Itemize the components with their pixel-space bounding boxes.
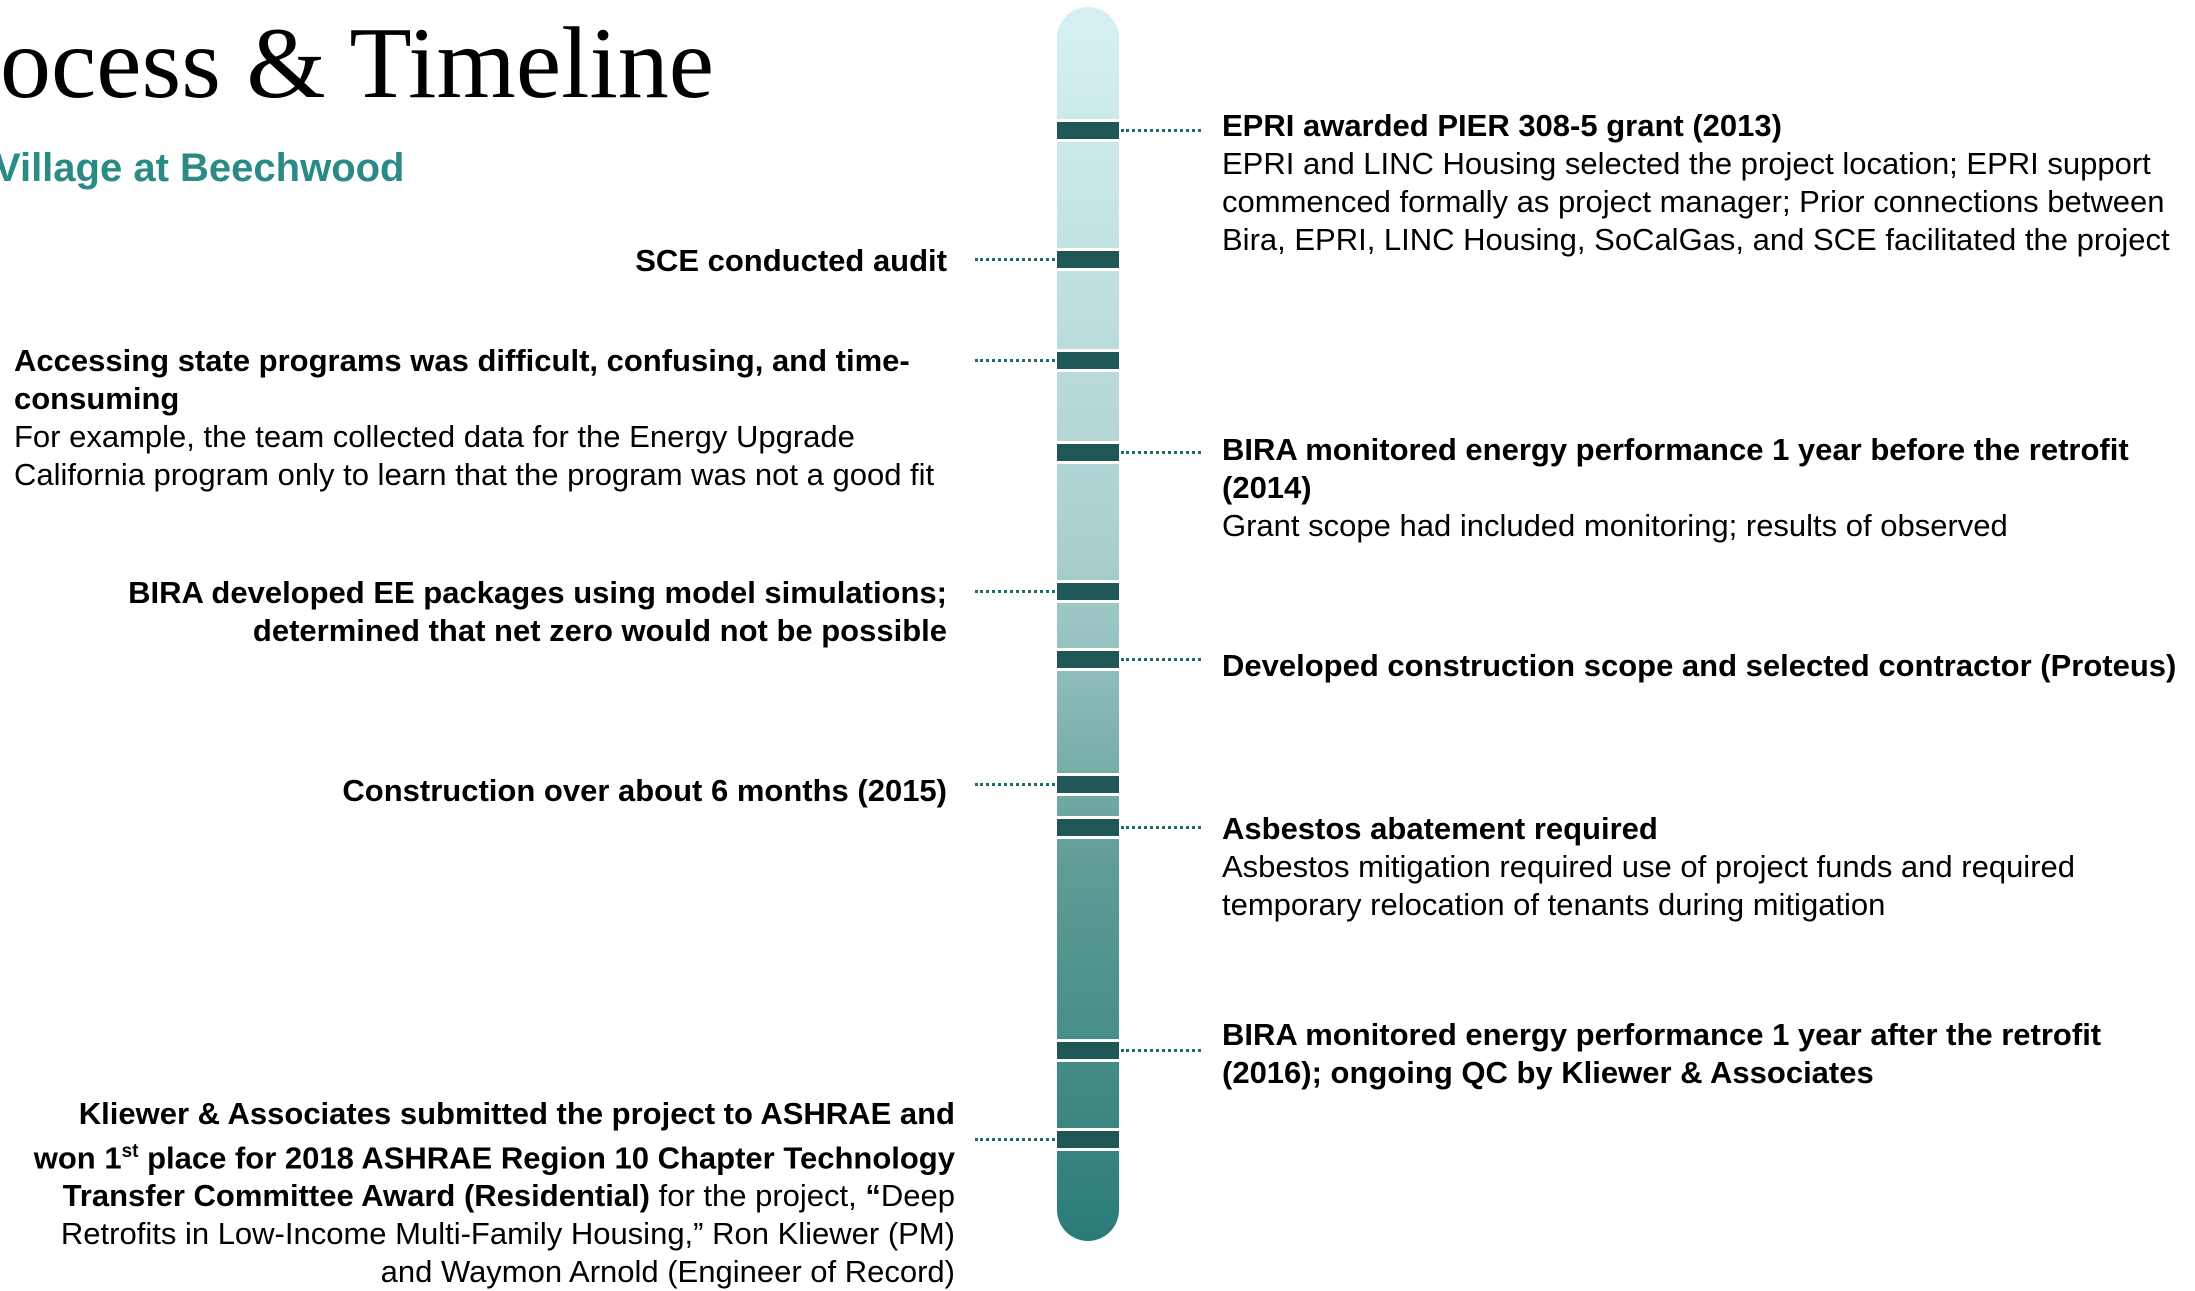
event-text: Kliewer & Associates submitted the proje… — [33, 1096, 955, 1176]
timeline-marker — [1057, 349, 1119, 372]
connector — [1121, 129, 1201, 132]
event-text: for the project, — [650, 1178, 866, 1214]
event: BIRA monitored energy performance 1 year… — [1222, 1016, 2188, 1092]
connector — [1121, 658, 1201, 661]
timeline-marker — [1057, 441, 1119, 464]
timeline-marker — [1057, 1128, 1119, 1151]
connector — [1121, 826, 1201, 829]
connector — [975, 783, 1055, 786]
timeline-marker — [1057, 773, 1119, 796]
event-title: Accessing state programs was difficult, … — [14, 343, 910, 416]
event: Asbestos abatement required Asbestos miti… — [1222, 810, 2188, 924]
timeline-marker — [1057, 648, 1119, 671]
event-title: BIRA monitored energy performance 1 year… — [1222, 1017, 2102, 1090]
event: SCE conducted audit — [7, 242, 947, 280]
event-title: Developed construction scope and selecte… — [1222, 648, 2177, 683]
event-body: For example, the team collected data for… — [14, 419, 935, 492]
timeline-marker — [1057, 580, 1119, 603]
event-title: BIRA monitored energy performance 1 year… — [1222, 432, 2129, 505]
event-body: Grant scope had included monitoring; res… — [1222, 508, 2008, 543]
event-body: EPRI and LINC Housing selected the proje… — [1222, 146, 2170, 257]
subtitle: Village at Beechwood — [0, 146, 405, 190]
connector — [975, 590, 1055, 593]
event-text: st — [121, 1141, 139, 1162]
timeline-marker — [1057, 1039, 1119, 1062]
event-title: BIRA developed EE packages using model s… — [128, 575, 947, 648]
event-text: “ — [865, 1178, 881, 1214]
connector — [975, 258, 1055, 261]
event-title: Construction over about 6 months (2015) — [342, 773, 947, 808]
event: BIRA monitored energy performance 1 year… — [1222, 431, 2188, 545]
event-text: place for 2018 ASHRAE Region 10 Chapter … — [62, 1140, 955, 1214]
connector — [975, 359, 1055, 362]
event-title: SCE conducted audit — [635, 243, 947, 278]
connector — [1121, 451, 1201, 454]
event-title: EPRI awarded PIER 308-5 grant (2013) — [1222, 108, 1782, 143]
event-body: Asbestos mitigation required use of proj… — [1222, 849, 2075, 922]
event-title: Asbestos abatement required — [1222, 811, 1658, 846]
timeline-marker — [1057, 816, 1119, 839]
timeline-bar — [1057, 7, 1119, 1241]
timeline-marker — [1057, 248, 1119, 271]
event: Kliewer & Associates submitted the proje… — [10, 1095, 955, 1291]
event: Developed construction scope and selecte… — [1222, 647, 2188, 685]
timeline-marker — [1057, 119, 1119, 142]
event: Accessing state programs was difficult, … — [14, 342, 947, 494]
connector — [1121, 1049, 1201, 1052]
title: ocess & Timeline — [0, 7, 715, 120]
event: BIRA developed EE packages using model s… — [7, 574, 947, 650]
connector — [975, 1138, 1055, 1141]
event: EPRI awarded PIER 308-5 grant (2013) EPRI… — [1222, 107, 2188, 259]
event: Construction over about 6 months (2015) — [7, 772, 947, 810]
